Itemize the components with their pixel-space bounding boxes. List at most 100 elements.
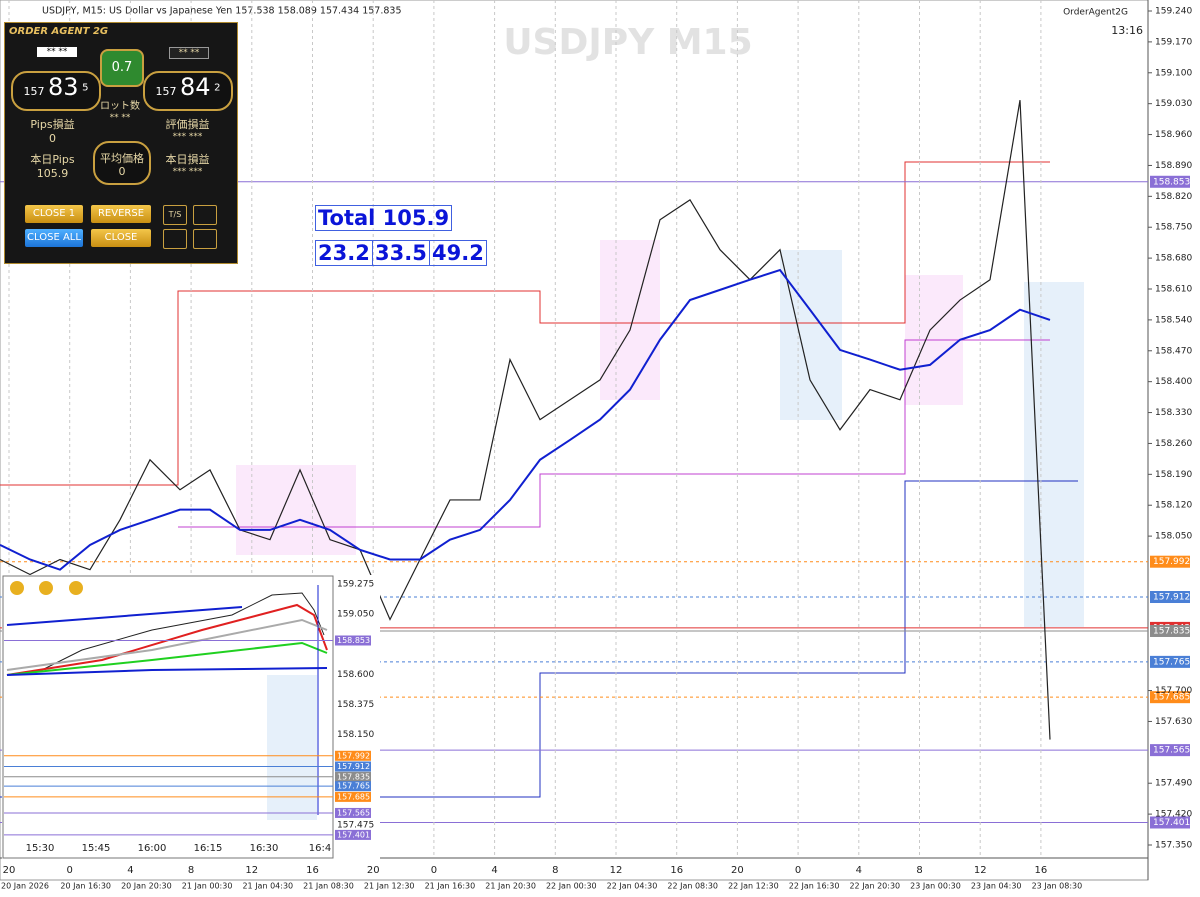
trend-line [6,606,243,626]
date-label: 21 Jan 20:30 [485,882,536,891]
sub-tick-label: 158.150 [337,730,374,740]
ask-box[interactable]: 157 84 2 [143,71,233,111]
level-tag-label: 157.765 [1153,657,1190,667]
sub-tag [335,781,371,792]
date-label: 22 Jan 16:30 [789,882,840,891]
date-label: 21 Jan 04:30 [242,882,293,891]
today-pl-value: *** *** [172,167,203,177]
date-label: 22 Jan 20:30 [849,882,900,891]
ma-line [0,268,1051,571]
sub-time-label: 16:00 [138,843,167,854]
level-tag [1150,816,1190,829]
ma-line [6,641,328,676]
ask-big: 157 [155,85,177,98]
chart-header: USDJPY, M15: US Dollar vs Japanese Yen 1… [42,6,402,17]
sub-tag [335,829,371,840]
sub-tick-label: 159.050 [337,610,374,620]
today-pips-label: 本日Pips [30,153,75,166]
level-tag-label: 157.565 [1153,746,1190,756]
order-panel: ORDER AGENT 2G ** ** ** ** 0.7 157 83 5 … [4,22,238,264]
button[interactable]: CLOSE [91,229,151,247]
y-tick-label: 159.100 [1155,68,1192,78]
icon-button[interactable] [193,205,217,225]
sub-tag-label: 157.565 [337,808,370,817]
date-label: 22 Jan 04:30 [607,882,658,891]
bid-pips: 83 [48,73,79,101]
y-tick-label: 158.190 [1155,470,1192,480]
button[interactable]: CLOSE 1 [25,205,83,223]
hour-label: 16 [1035,865,1048,876]
icon-button[interactable] [193,229,217,249]
ask-pips: 84 [180,73,211,101]
button[interactable]: REVERSE [91,205,151,223]
sub-tag [335,761,371,772]
sub-tag [335,635,371,646]
hour-label: 4 [491,865,497,876]
zone [780,250,842,420]
clock: 13:16 [1111,24,1143,37]
sub-tag-label: 158.853 [337,636,370,645]
pips-value: 0 [49,132,56,145]
lot-label: ロット数 [100,101,140,112]
hour-label: 20 [731,865,744,876]
level-tag [1150,624,1190,637]
hour-label: 20 [3,865,16,876]
icon-button[interactable] [163,229,187,249]
pips-label: Pips損益 [30,118,75,131]
y-tick-label: 157.420 [1155,810,1192,820]
date-label: 21 Jan 08:30 [303,882,354,891]
bid-mask: ** ** [37,47,77,57]
hour-label: 12 [974,865,987,876]
zone [267,675,317,820]
level-tag-label: 157.835 [1153,626,1190,636]
sub-chart: 159.275 159.050 158.600 158.375 158.150 157.4… [2,575,380,859]
level-tag-label: 157.992 [1153,557,1190,567]
sub-time-label: 16:30 [250,843,279,854]
level-tag [1150,175,1190,188]
sub-tag [335,771,371,782]
ask-frac: 2 [214,82,221,94]
level-tag-label: 157.685 [1153,693,1190,703]
y-tick-label: 158.400 [1155,377,1192,387]
hour-label: 16 [670,865,683,876]
date-label: 21 Jan 00:30 [182,882,233,891]
date-label: 23 Jan 08:30 [1032,882,1083,891]
date-label: 21 Jan 16:30 [425,882,476,891]
y-tick-label: 157.490 [1155,779,1192,789]
avg-label: 平均価格 [100,152,144,165]
y-tick-label: 158.680 [1155,254,1192,264]
y-tick-label: 157.350 [1155,841,1192,851]
y-tick-label: 158.750 [1155,223,1192,233]
date-label: 22 Jan 12:30 [728,882,779,891]
bid-frac: 5 [82,82,89,94]
hour-label: 8 [552,865,558,876]
brand: ORDER AGENT 2G [9,26,109,37]
date-label: 20 Jan 2026 [1,882,49,891]
ma-line [6,603,328,676]
nav-icon[interactable] [10,581,24,595]
nav-icon[interactable] [39,581,53,595]
level-tag [1150,691,1190,704]
sub-tick-label: 159.275 [337,580,374,590]
zone [1024,282,1084,627]
nav-icon[interactable] [69,581,83,595]
agent-name: OrderAgent2G [1063,8,1128,18]
step-line [0,480,1078,798]
button[interactable]: CLOSE ALL [25,229,83,247]
y-tick-label: 159.170 [1155,37,1192,47]
ts-button[interactable]: T/S [163,205,187,225]
bid-box[interactable]: 157 83 5 [11,71,101,111]
hour-label: 0 [795,865,801,876]
ask-mask: ** ** [169,47,209,59]
y-tick-label: 159.240 [1155,7,1192,17]
eval-label: 評価損益 [165,118,210,131]
ma-line [6,618,328,671]
level-tag [1150,744,1190,757]
y-tick-label: 158.330 [1155,408,1192,418]
sub-tick-label: 158.600 [337,670,374,680]
date-label: 22 Jan 08:30 [667,882,718,891]
lot-value: ** ** [109,113,131,123]
step-line [0,161,1050,486]
sub-time-label: 15:30 [26,843,55,854]
